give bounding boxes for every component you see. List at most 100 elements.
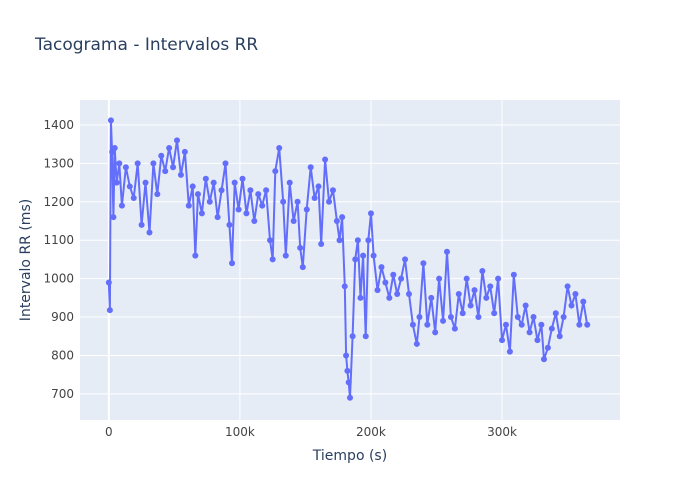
data-point (235, 206, 242, 213)
data-point (534, 337, 541, 344)
data-point (471, 287, 478, 294)
data-point (286, 179, 293, 186)
data-point (297, 244, 304, 251)
data-point (544, 344, 551, 351)
data-point (318, 241, 325, 248)
data-point (357, 294, 364, 301)
data-point (530, 314, 537, 321)
data-point (255, 191, 262, 198)
data-point (307, 164, 314, 171)
data-point (181, 148, 188, 155)
y-tick-label: 900 (51, 310, 74, 324)
data-point (367, 210, 374, 217)
data-point (315, 183, 322, 190)
data-point (344, 367, 351, 374)
data-point (502, 321, 509, 328)
data-point (440, 317, 447, 324)
data-point (206, 198, 213, 205)
data-point (374, 287, 381, 294)
data-point (552, 310, 559, 317)
data-point (556, 333, 563, 340)
data-point (113, 179, 120, 186)
data-point (166, 145, 173, 152)
data-point (487, 283, 494, 290)
data-point (345, 379, 352, 386)
data-point (311, 194, 318, 201)
data-point (495, 275, 502, 282)
data-point (352, 256, 359, 263)
y-tick-label: 1400 (43, 118, 74, 132)
data-point (259, 202, 266, 209)
data-point (455, 290, 462, 297)
data-point (343, 352, 350, 359)
data-point (231, 179, 238, 186)
data-point (107, 117, 114, 124)
data-point (106, 307, 113, 314)
data-point (326, 198, 333, 205)
data-point (580, 298, 587, 305)
data-point (294, 198, 301, 205)
data-point (424, 321, 431, 328)
data-point (116, 160, 123, 167)
data-point (510, 271, 517, 278)
x-tick-label: 300k (487, 425, 517, 439)
data-point (290, 218, 297, 225)
data-point (189, 183, 196, 190)
data-point (303, 206, 310, 213)
data-point (110, 214, 117, 221)
data-point (146, 229, 153, 236)
data-point (299, 264, 306, 271)
data-point (142, 179, 149, 186)
data-point (105, 279, 112, 286)
data-point (564, 283, 571, 290)
data-point (475, 314, 482, 321)
data-point (349, 333, 356, 340)
data-point (390, 271, 397, 278)
data-point (354, 237, 361, 244)
y-axis-title: Intervalo RR (ms) (18, 199, 34, 321)
data-point (170, 164, 177, 171)
data-point (360, 252, 367, 259)
data-point (538, 321, 545, 328)
data-point (365, 237, 372, 244)
data-point (173, 137, 180, 144)
x-axis-title: Tiempo (s) (312, 448, 387, 464)
data-point (243, 210, 250, 217)
y-tick-label: 1300 (43, 156, 74, 170)
y-tick-label: 700 (51, 387, 74, 401)
data-point (467, 302, 474, 309)
data-point (416, 314, 423, 321)
data-point (436, 275, 443, 282)
data-point (491, 310, 498, 317)
data-point (276, 145, 283, 152)
data-point (267, 237, 274, 244)
data-point (118, 202, 125, 209)
data-point (210, 179, 217, 186)
data-point (394, 290, 401, 297)
data-point (499, 337, 506, 344)
data-point (463, 275, 470, 282)
data-point (154, 191, 161, 198)
data-point (576, 321, 583, 328)
x-tick-label: 0 (105, 425, 113, 439)
data-point (405, 290, 412, 297)
data-point (282, 252, 289, 259)
series-line (107, 120, 589, 398)
data-point (333, 218, 340, 225)
data-point (518, 321, 525, 328)
y-tick-label: 1000 (43, 272, 74, 286)
data-point (370, 252, 377, 259)
data-point (226, 221, 233, 228)
data-point (218, 187, 225, 194)
data-point (479, 267, 486, 274)
data-point (198, 210, 205, 217)
data-point (272, 168, 279, 175)
chart-title: Tacograma - Intervalos RR (34, 35, 258, 55)
data-point (413, 340, 420, 347)
data-point (420, 260, 427, 267)
data-point (214, 214, 221, 221)
data-point (194, 191, 201, 198)
y-tick-label: 1100 (43, 233, 74, 247)
data-point (506, 348, 513, 355)
